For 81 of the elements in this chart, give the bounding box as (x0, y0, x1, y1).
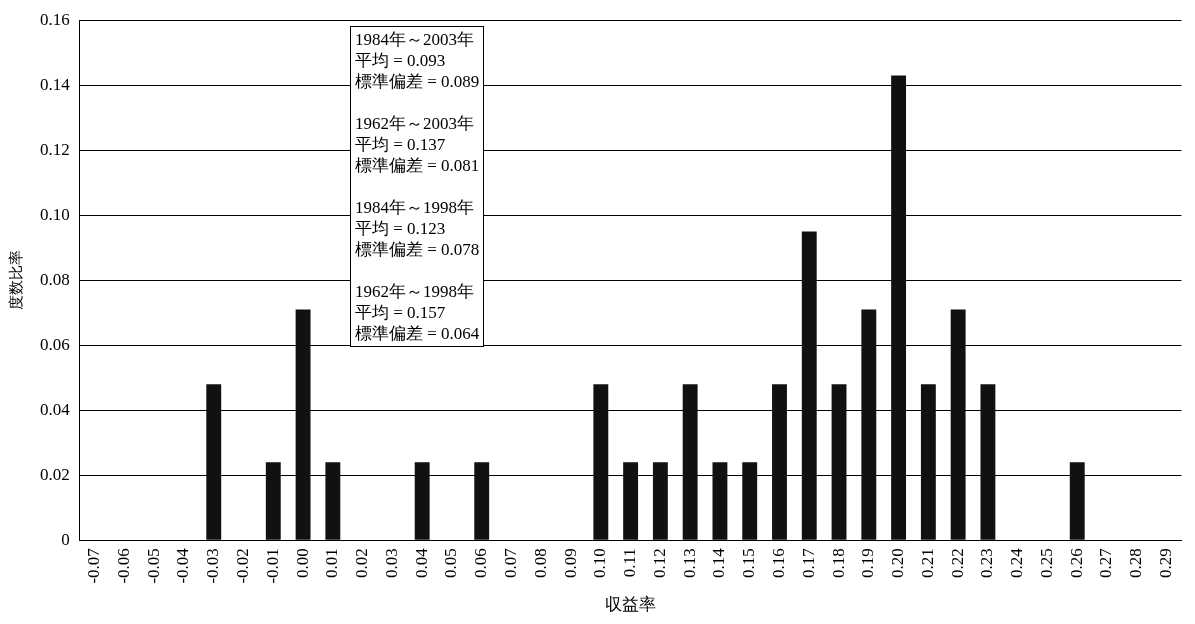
bar (325, 462, 341, 540)
x-tick-label: 0.25 (1036, 548, 1056, 578)
x-tick-label: -0.07 (84, 547, 104, 584)
bar (980, 384, 996, 540)
annotation: 標準偏差 = 0.078 (355, 239, 480, 260)
bar (742, 462, 758, 540)
x-tick-label: 0.06 (471, 548, 491, 578)
bar (206, 384, 222, 540)
bar (861, 309, 877, 540)
x-tick-label: 0.28 (1126, 548, 1146, 578)
x-tick-label: -0.01 (262, 548, 282, 584)
annotation: 平均 = 0.157 (355, 302, 447, 323)
annotation: 1962年～1998年 (355, 281, 475, 302)
bar (950, 309, 966, 540)
x-tick-label: 0.22 (947, 548, 967, 578)
bar (712, 462, 728, 540)
x-tick-label: 0.08 (530, 548, 550, 578)
bar (831, 384, 847, 540)
x-tick-label: 0.12 (649, 548, 669, 578)
x-tick-label: 0.10 (590, 548, 610, 578)
x-tick-label: -0.02 (232, 548, 252, 584)
x-tick-label: -0.05 (143, 548, 163, 584)
x-tick-label: 0.00 (292, 548, 312, 578)
bar (891, 75, 907, 540)
x-tick-label: 0.26 (1066, 548, 1086, 578)
x-tick-label: 0.29 (1156, 548, 1176, 578)
y-tick-label: 0.02 (40, 464, 70, 484)
bar (772, 384, 787, 540)
annotation: 標準偏差 = 0.081 (355, 155, 480, 176)
x-tick-label: 0.05 (441, 548, 461, 578)
x-tick-label: 0.09 (560, 548, 580, 578)
annotation: 1984年～1998年 (355, 197, 475, 218)
x-tick-label: 0.18 (828, 548, 848, 578)
y-tick-label: 0.16 (40, 9, 70, 29)
x-tick-label: -0.03 (203, 548, 223, 584)
y-tick-label: 0.04 (40, 399, 71, 419)
annotation: 平均 = 0.137 (355, 134, 447, 155)
x-tick-label: 0.02 (352, 548, 372, 578)
annotation: 標準偏差 = 0.064 (355, 323, 480, 344)
bar (682, 384, 698, 540)
x-tick-label: 0.17 (798, 547, 818, 578)
annotation: 平均 = 0.123 (355, 218, 447, 239)
bar (652, 462, 668, 540)
x-tick-label: 0.03 (381, 548, 401, 578)
x-tick-label: 0.15 (739, 548, 759, 578)
x-tick-label: -0.06 (113, 548, 133, 584)
y-tick-label: 0.08 (40, 269, 70, 289)
x-tick-label: -0.04 (173, 547, 193, 584)
y-tick-label: 0.10 (40, 204, 70, 224)
bar (265, 462, 281, 540)
y-tick-label: 0.06 (40, 334, 70, 354)
bar (1069, 462, 1085, 540)
y-tick-label: 0 (61, 529, 70, 549)
x-tick-label: 0.04 (411, 547, 431, 578)
x-tick-label: 0.16 (768, 548, 788, 578)
annotation: 1962年～2003年 (355, 113, 475, 134)
x-tick-label: 0.21 (917, 548, 937, 578)
bar (474, 462, 490, 540)
bar (295, 309, 311, 540)
bar (801, 231, 817, 540)
x-tick-label: 0.01 (322, 548, 342, 578)
bar (593, 384, 609, 540)
x-tick-label: 0.24 (1007, 547, 1027, 578)
x-tick-label: 0.07 (500, 547, 520, 578)
x-axis-title: 収益率 (605, 595, 657, 615)
x-tick-label: 0.19 (858, 548, 878, 578)
bar (920, 384, 936, 540)
bar (623, 462, 639, 540)
y-tick-label: 0.14 (40, 74, 71, 94)
y-tick-label: 0.12 (40, 139, 70, 159)
y-axis-title: 度数比率 (7, 250, 24, 311)
x-tick-label: 0.13 (679, 548, 699, 578)
x-tick-label: 0.11 (620, 548, 640, 578)
annotation: 1984年～2003年 (355, 29, 475, 50)
x-tick-label: 0.23 (977, 548, 997, 578)
x-tick-label: 0.20 (888, 548, 908, 578)
x-tick-label: 0.14 (709, 547, 729, 578)
x-tick-label: 0.27 (1096, 547, 1116, 578)
bar (414, 462, 430, 540)
annotation: 平均 = 0.093 (355, 50, 447, 71)
annotation: 標準偏差 = 0.089 (355, 71, 480, 92)
